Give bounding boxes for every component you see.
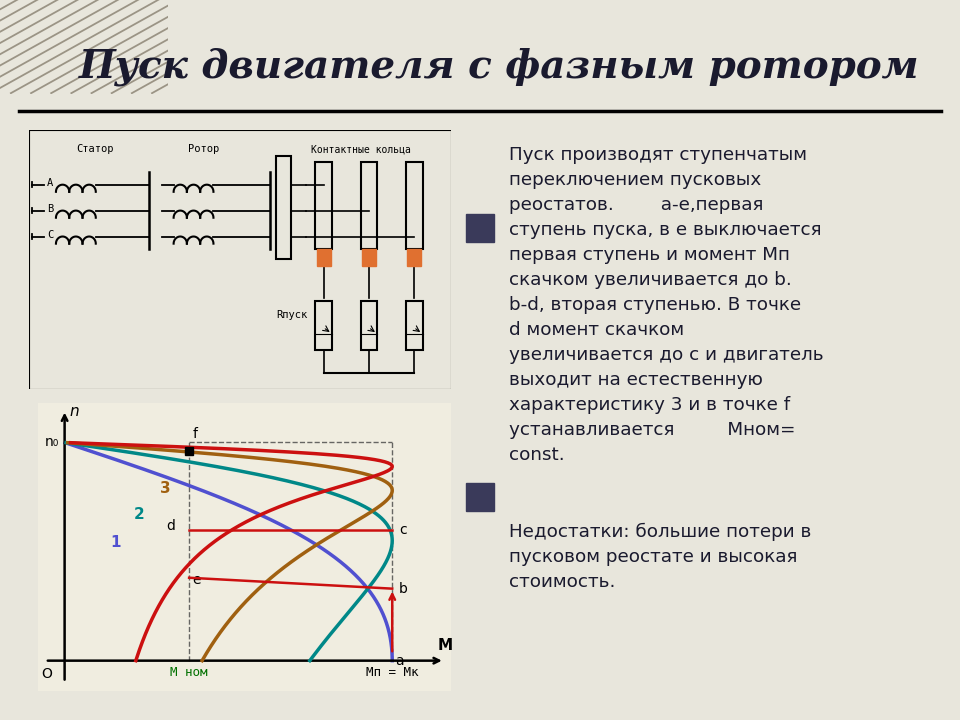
- Bar: [361, 162, 377, 249]
- Text: Недостатки: большие потери в
пусковом реостате и высокая
стоимость.: Недостатки: большие потери в пусковом ре…: [509, 523, 811, 591]
- Text: Rпуск: Rпуск: [276, 310, 307, 320]
- Bar: [276, 156, 291, 259]
- Bar: [406, 301, 422, 350]
- Text: f: f: [192, 427, 198, 441]
- Bar: [361, 301, 377, 350]
- Bar: [316, 301, 332, 350]
- Text: n₀: n₀: [45, 436, 60, 449]
- Text: n: n: [69, 405, 79, 419]
- Bar: [406, 162, 422, 249]
- Bar: [466, 214, 494, 242]
- Text: М ном: М ном: [170, 666, 208, 679]
- Text: d: d: [166, 518, 175, 533]
- Bar: [362, 249, 375, 266]
- Text: a: a: [396, 654, 404, 668]
- Bar: [317, 249, 330, 266]
- Text: О: О: [41, 667, 53, 681]
- Text: C: C: [47, 230, 53, 240]
- Text: Пуск производят ступенчатым
переключением пусковых
реостатов.        a-е,первая
: Пуск производят ступенчатым переключение…: [509, 146, 824, 464]
- Text: c: c: [398, 523, 406, 537]
- Text: Статор: Статор: [77, 144, 114, 154]
- Text: Ротор: Ротор: [188, 144, 220, 154]
- Text: 1: 1: [110, 535, 121, 550]
- Bar: [316, 162, 332, 249]
- Text: М: М: [438, 638, 453, 653]
- Text: 2: 2: [133, 507, 144, 522]
- Text: b: b: [398, 582, 408, 596]
- Text: Контактные кольца: Контактные кольца: [311, 144, 411, 154]
- Bar: [407, 249, 421, 266]
- Text: Пуск двигателя с фазным ротором: Пуск двигателя с фазным ротором: [79, 48, 920, 86]
- Text: e: e: [192, 573, 201, 588]
- Bar: [466, 483, 494, 511]
- Text: B: B: [47, 204, 53, 214]
- Text: 3: 3: [159, 481, 170, 495]
- Text: Мп = Мк: Мп = Мк: [366, 666, 419, 679]
- Text: A: A: [47, 178, 53, 188]
